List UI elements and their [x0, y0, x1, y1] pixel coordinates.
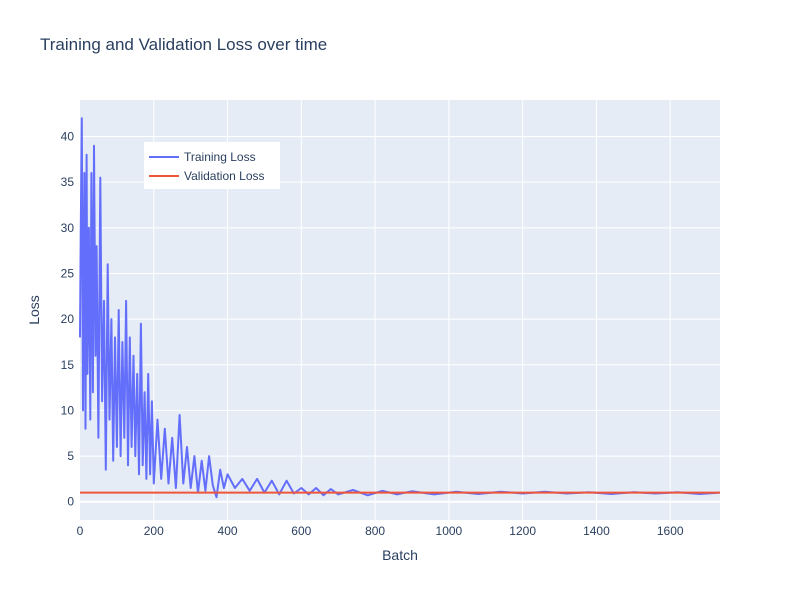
y-tick-label: 20	[61, 312, 75, 326]
series-group	[79, 117, 721, 499]
x-tick-label: 1600	[657, 524, 684, 538]
y-tick-label: 25	[61, 266, 75, 280]
x-tick-label: 0	[77, 524, 84, 538]
x-axis-ticks: 0 200 400 600 800 1000 1200 1400 1600	[77, 524, 684, 538]
x-tick-label: 600	[291, 524, 311, 538]
legend-label-validation-loss[interactable]: Validation Loss	[184, 169, 265, 183]
y-tick-label: 0	[67, 495, 74, 509]
x-tick-label: 1200	[509, 524, 536, 538]
legend[interactable]: Training Loss Validation Loss	[144, 142, 280, 189]
y-tick-label: 30	[61, 221, 75, 235]
x-tick-label: 400	[218, 524, 238, 538]
chart-title: Training and Validation Loss over time	[40, 35, 327, 54]
y-tick-label: 40	[61, 130, 75, 144]
x-tick-label: 1400	[583, 524, 610, 538]
x-tick-label: 800	[365, 524, 385, 538]
y-tick-label: 15	[61, 358, 75, 372]
x-tick-label: 1000	[436, 524, 463, 538]
legend-box	[144, 142, 280, 189]
legend-label-training-loss[interactable]: Training Loss	[184, 150, 256, 164]
y-tick-label: 35	[61, 175, 75, 189]
y-axis-label: Loss	[26, 295, 42, 325]
y-tick-label: 10	[61, 403, 75, 417]
x-tick-label: 200	[144, 524, 164, 538]
y-axis-ticks: 0 5 10 15 20 25 30 35 40	[61, 130, 75, 509]
x-axis-label: Batch	[382, 547, 418, 563]
y-tick-label: 5	[67, 449, 74, 463]
